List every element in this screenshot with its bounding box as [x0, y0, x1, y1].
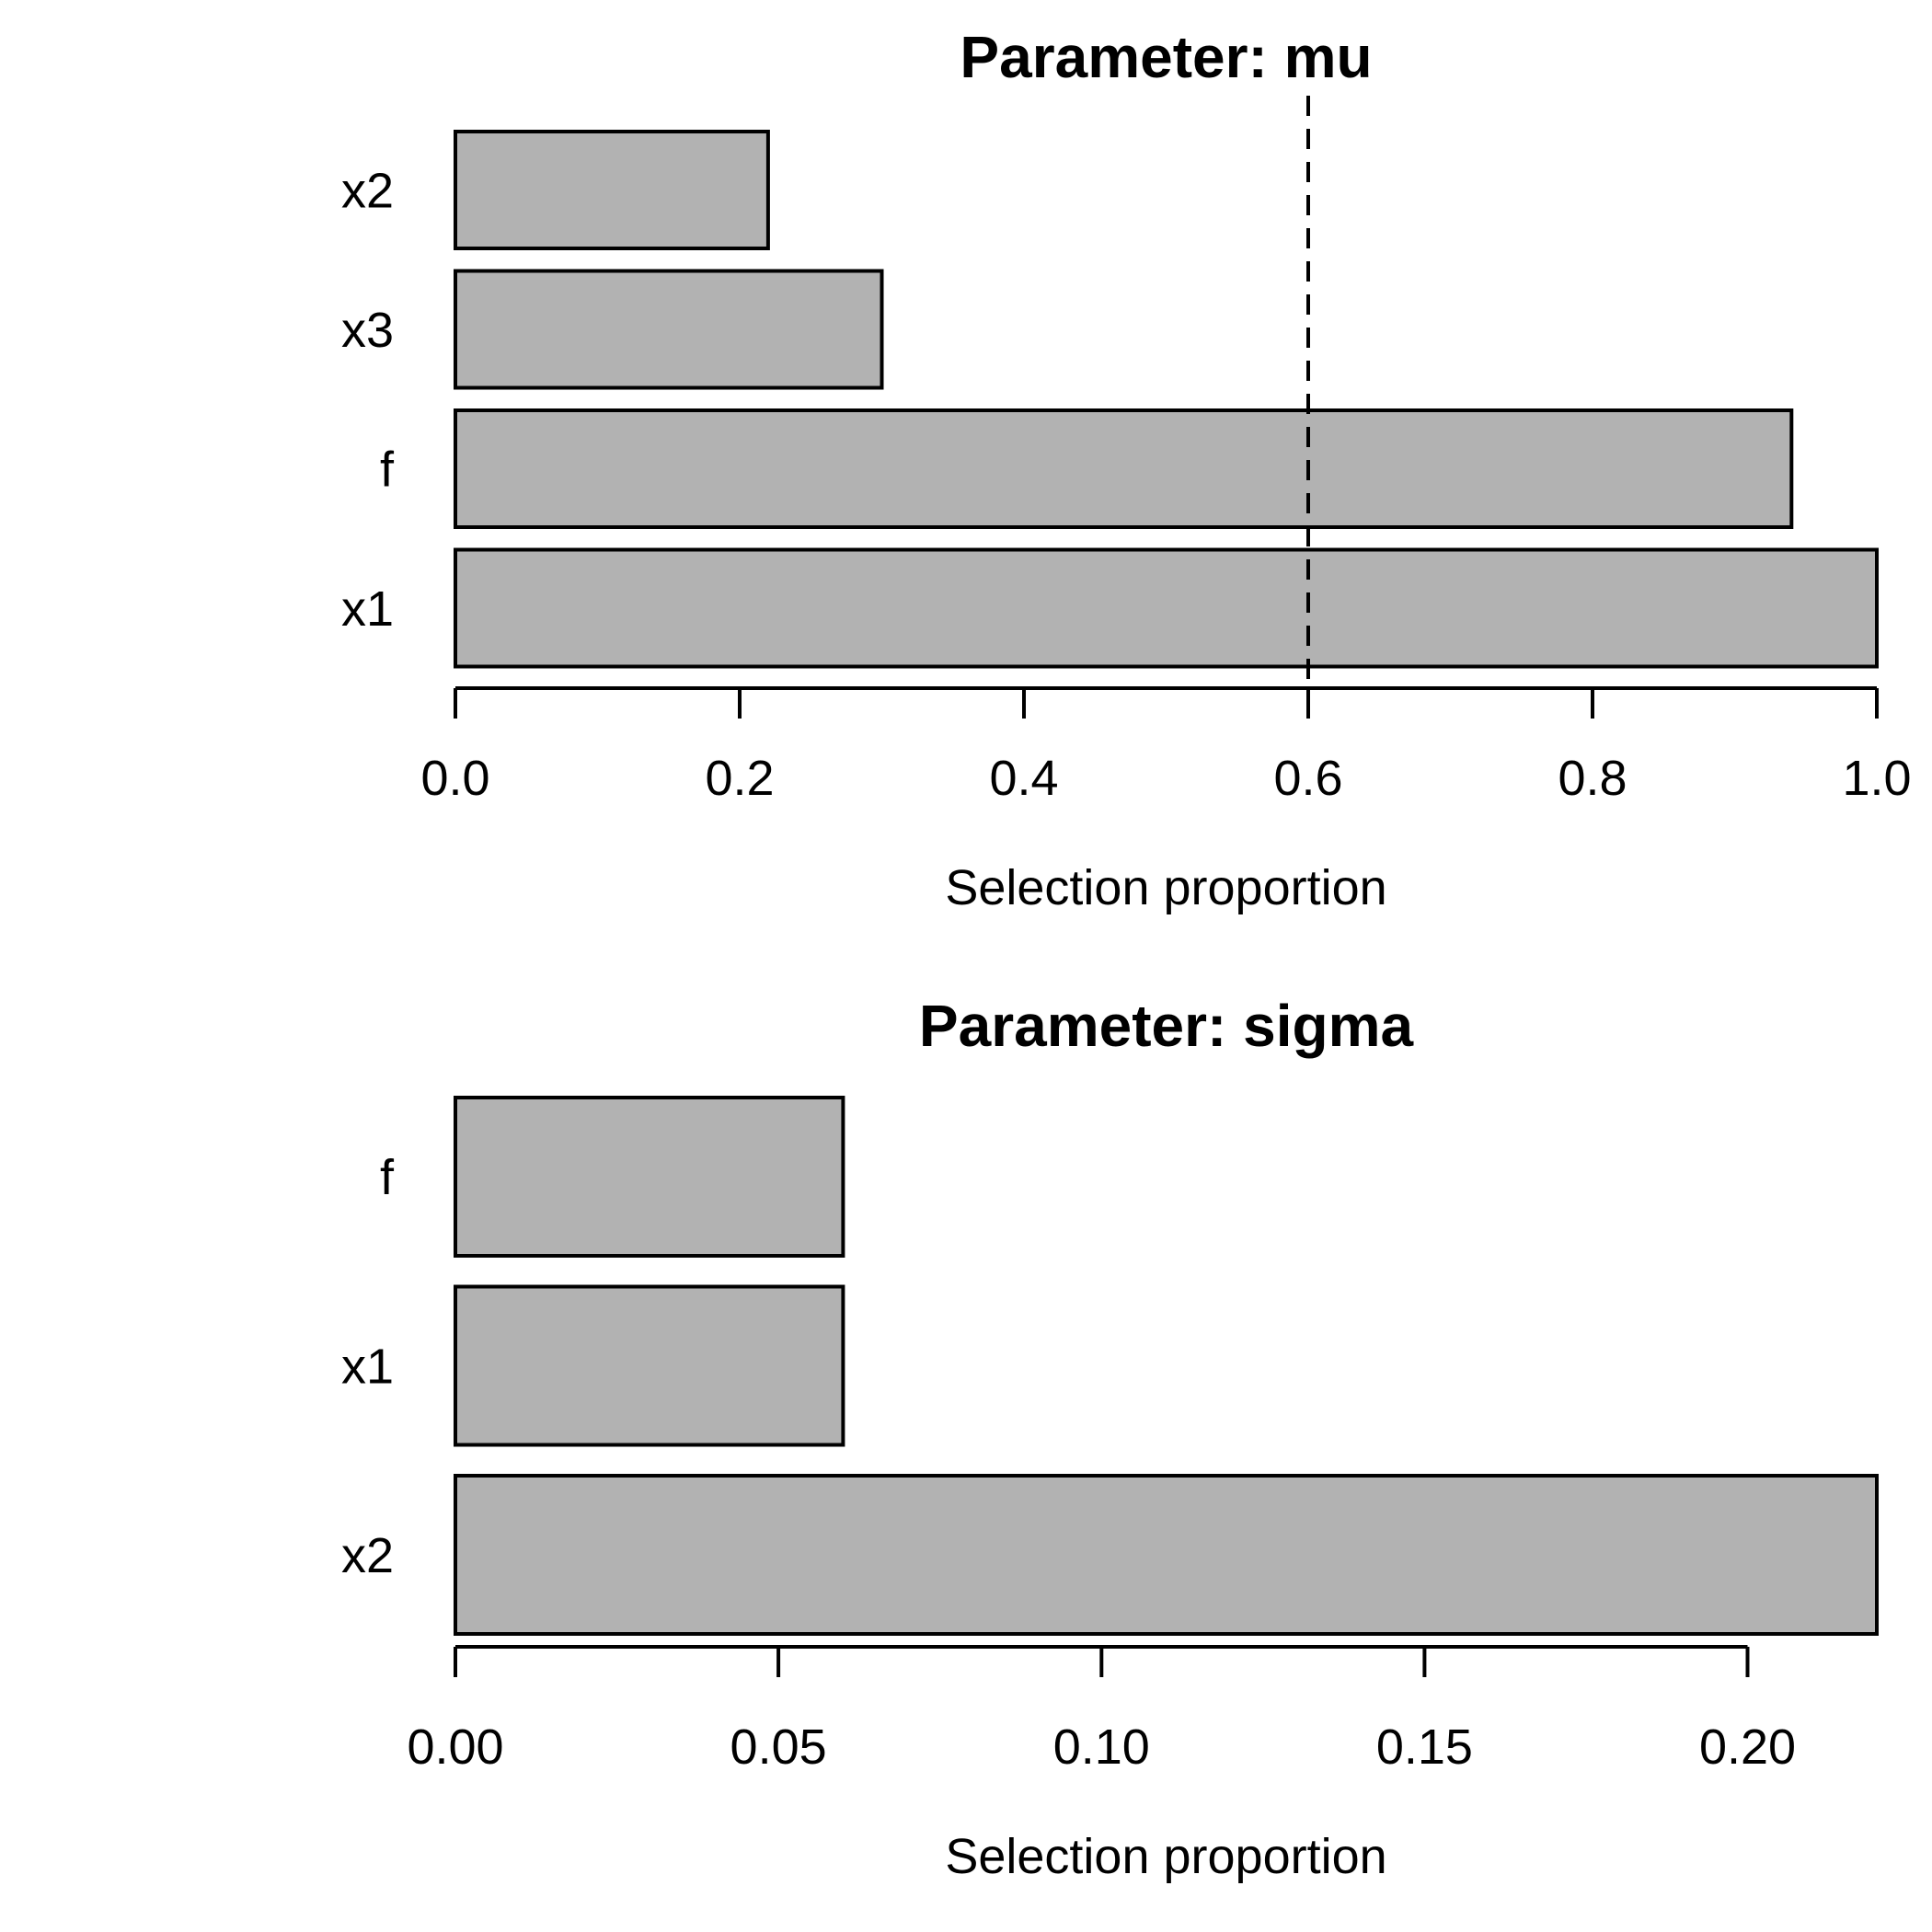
bar-x1 — [454, 1284, 845, 1447]
category-label-x2: x2 — [341, 1528, 394, 1583]
x-axis-tick-label: 0.6 — [1273, 751, 1342, 806]
x-axis-tick-label: 0.4 — [989, 751, 1058, 806]
x-axis-tick-label: 0.00 — [407, 1719, 503, 1775]
chart-title-mu: Parameter: mu — [960, 24, 1373, 90]
x-axis-tick-label: 0.15 — [1376, 1719, 1473, 1775]
bar-x1 — [454, 547, 1879, 669]
x-axis-tick-label: 0.8 — [1558, 751, 1627, 806]
bar-x2 — [454, 130, 770, 250]
x-axis-tick-label: 0.2 — [705, 751, 774, 806]
category-label-f: f — [380, 443, 395, 498]
category-label-x2: x2 — [341, 164, 394, 219]
bar-f — [454, 408, 1794, 529]
bar-x3 — [454, 269, 884, 390]
chart-panel-mu: x2 x3 f x1 0.0 0.2 0.4 0.6 0.8 1.0 — [341, 96, 1912, 806]
x-axis-tick-label: 0.05 — [730, 1719, 827, 1775]
category-label-f: f — [380, 1150, 395, 1205]
chart-panel-sigma: f x1 x2 0.00 0.05 0.10 0.15 0.20 — [341, 1096, 1879, 1775]
x-axis-title-sigma: Selection proportion — [945, 1829, 1387, 1884]
category-label-x3: x3 — [341, 303, 394, 358]
bar-f — [454, 1096, 845, 1258]
bar-x2 — [454, 1474, 1879, 1636]
x-axis-tick-label: 0.20 — [1699, 1719, 1796, 1775]
x-axis-title-mu: Selection proportion — [945, 860, 1387, 915]
chart-title-sigma: Parameter: sigma — [918, 993, 1414, 1059]
x-axis-tick-label: 0.0 — [420, 751, 489, 806]
x-axis-tick-label: 1.0 — [1842, 751, 1911, 806]
category-label-x1: x1 — [341, 1340, 394, 1395]
category-label-x1: x1 — [341, 581, 394, 637]
x-axis-tick-label: 0.10 — [1053, 1719, 1150, 1775]
